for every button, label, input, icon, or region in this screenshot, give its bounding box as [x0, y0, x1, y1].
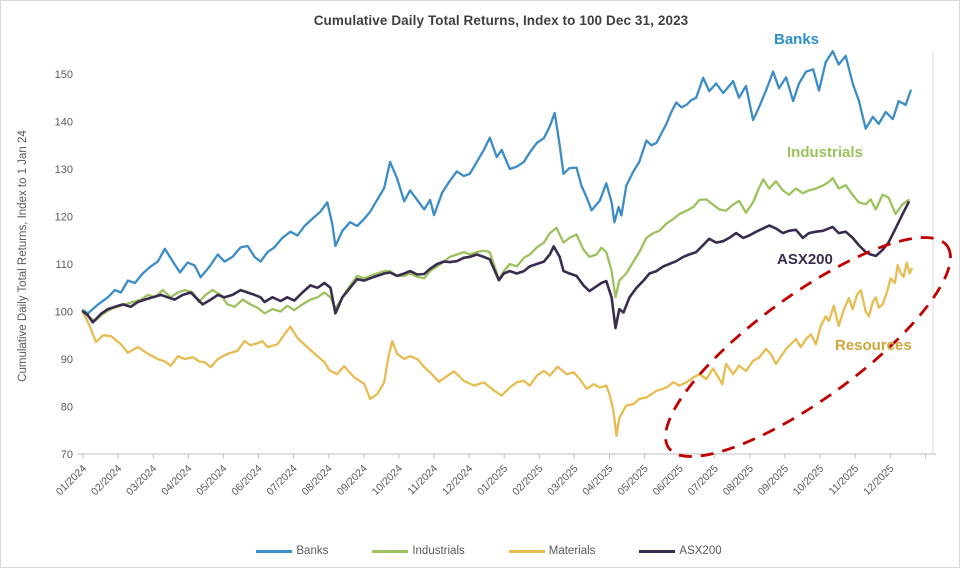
y-tick-label: 110 — [55, 259, 73, 271]
legend-item-industrials: Industrials — [372, 545, 465, 557]
x-tick-label: 02/2024 — [89, 463, 124, 498]
x-tick-label: 03/2024 — [124, 463, 159, 498]
x-tick-label: 08/2025 — [721, 463, 756, 498]
x-tick-label: 01/2025 — [475, 463, 510, 498]
y-tick-label: 100 — [55, 307, 73, 319]
annotation-asx200: ASX200 — [777, 251, 833, 268]
x-tick-label: 10/2025 — [791, 463, 826, 498]
series-line-industrials — [81, 176, 910, 323]
x-tick-label: 04/2024 — [159, 463, 194, 498]
x-tick-label: 01/2024 — [54, 463, 89, 498]
legend-item-asx200: ASX200 — [639, 545, 722, 557]
y-tick-label: 70 — [61, 449, 73, 461]
x-tick-label: 04/2025 — [580, 463, 615, 498]
series-line-banks — [81, 50, 912, 315]
x-tick-label: 03/2025 — [545, 463, 580, 498]
series-line-materials — [81, 261, 913, 438]
legend-swatch-industrials — [372, 549, 409, 553]
legend-item-banks: Banks — [256, 545, 328, 557]
resources-highlight-ellipse — [664, 236, 952, 458]
x-tick-label: 07/2024 — [264, 463, 299, 498]
legend-item-materials: Materials — [508, 545, 596, 557]
y-tick-label: 90 — [61, 354, 73, 366]
chart-title: Cumulative Daily Total Returns, Index to… — [313, 13, 689, 28]
legend-swatch-materials — [508, 549, 545, 553]
x-tick-label: 06/2025 — [650, 463, 685, 498]
x-tick-label: 09/2025 — [756, 463, 791, 498]
y-tick-label: 150 — [55, 69, 73, 81]
x-tick-label: 11/2025 — [827, 463, 862, 498]
x-tick-label: 12/2024 — [440, 463, 475, 498]
legend-swatch-asx200 — [639, 549, 676, 553]
x-tick-label: 11/2024 — [405, 463, 440, 498]
annotation-industrials: Industrials — [787, 144, 863, 161]
x-tick-label: 05/2025 — [615, 463, 650, 498]
x-tick-label: 06/2024 — [229, 463, 264, 498]
legend-label-materials: Materials — [548, 545, 596, 557]
series-line-asx200 — [81, 201, 910, 330]
x-tick-label: 07/2025 — [686, 463, 721, 498]
x-tick-label: 02/2025 — [510, 463, 545, 498]
y-tick-label: 140 — [55, 117, 73, 129]
annotation-banks: Banks — [774, 31, 820, 48]
y-tick-label: 80 — [61, 402, 73, 414]
chart-legend: Banks Industrials Materials ASX200 — [1, 545, 959, 557]
x-tick-label: 10/2024 — [370, 463, 405, 498]
annotation-resources: Resources — [835, 337, 912, 354]
legend-swatch-banks — [256, 549, 293, 553]
y-tick-label: 120 — [55, 212, 73, 224]
legend-label-industrials: Industrials — [412, 545, 465, 557]
y-tick-label: 130 — [55, 164, 73, 176]
legend-label-banks: Banks — [296, 545, 329, 557]
legend-label-asx200: ASX200 — [679, 545, 722, 557]
x-tick-label: 12/2025 — [861, 463, 896, 498]
x-tick-label: 09/2024 — [335, 463, 370, 498]
x-tick-label: 08/2024 — [299, 463, 334, 498]
x-tick-label: 05/2024 — [194, 463, 229, 498]
